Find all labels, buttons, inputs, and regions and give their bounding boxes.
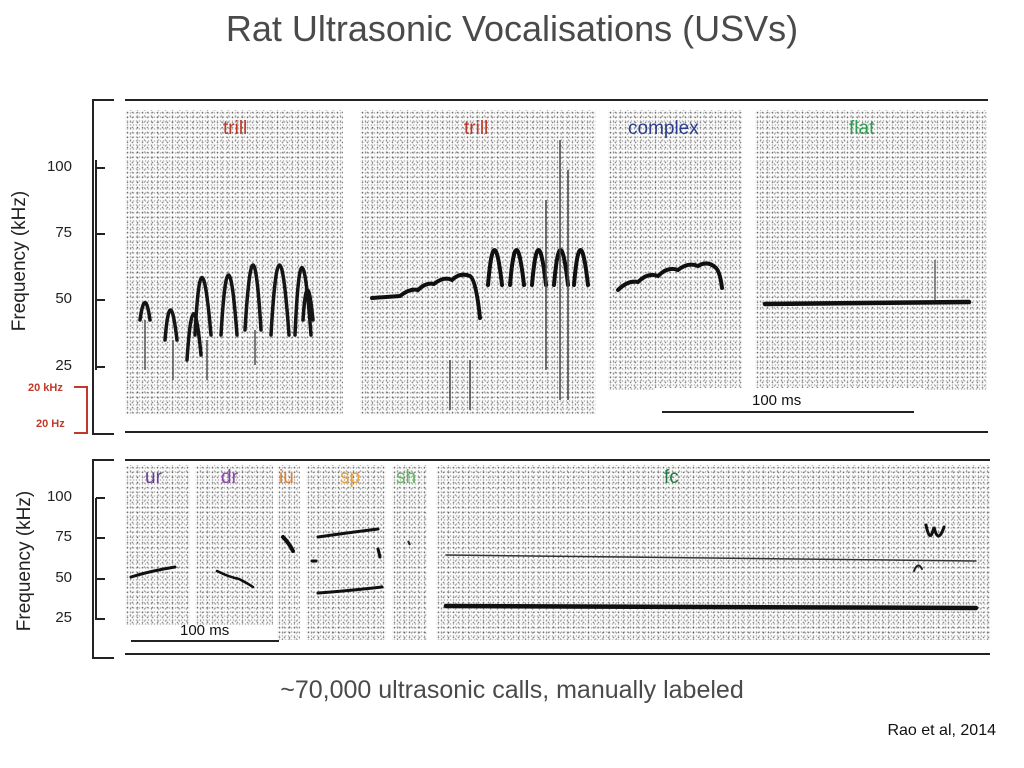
bottom-panel-top-border <box>125 459 990 461</box>
bottom-scalebar-text: 100 ms <box>180 622 230 639</box>
spectrogram-sh: sh <box>392 465 427 640</box>
spectrogram-complex: complex <box>608 110 742 390</box>
call-label-sh: sh <box>396 467 417 488</box>
bottom-panel-bottom-border <box>125 653 990 655</box>
top-scalebar-box <box>655 388 925 420</box>
top-tick-label: 25 <box>55 357 72 374</box>
bottom-tick-label: 25 <box>55 609 72 626</box>
bottom-tick <box>96 618 105 620</box>
top-scalebar-line <box>662 411 914 413</box>
slide-caption: ~70,000 ultrasonic calls, manually label… <box>280 676 744 704</box>
top-tick-label: 75 <box>55 224 72 241</box>
bottom-tick <box>96 497 105 499</box>
call-label-trill: trill <box>223 118 248 139</box>
spectrogram-ur: ur <box>125 465 190 625</box>
scale-high-label: 20 Hz <box>36 418 65 430</box>
red-scale-bracket <box>74 386 88 434</box>
bottom-tick <box>96 578 105 580</box>
bottom-tick-label: 50 <box>55 569 72 586</box>
spectrogram-flat: flat <box>755 110 987 390</box>
spectrogram-trill-2: trill <box>360 110 596 415</box>
call-label-iu: iu <box>279 467 294 488</box>
top-panel-top-border <box>125 99 988 101</box>
call-label-dr: dr <box>221 467 238 488</box>
citation: Rao et al, 2014 <box>887 722 996 739</box>
top-tick <box>96 167 105 169</box>
bottom-tick <box>96 537 105 539</box>
call-label-complex: complex <box>628 118 699 139</box>
bottom-panel-bracket <box>92 459 114 659</box>
top-y-axis-label: Frequency (kHz) <box>9 190 30 332</box>
top-tick <box>96 299 105 301</box>
top-scalebar-text: 100 ms <box>752 392 802 409</box>
call-label-flat: flat <box>849 118 875 139</box>
bottom-scalebar-line <box>131 640 279 642</box>
bottom-tick-label: 100 <box>46 488 72 505</box>
top-panel-bracket <box>92 99 114 435</box>
top-tick <box>96 233 105 235</box>
top-tick <box>96 366 105 368</box>
call-label-fc: fc <box>664 467 679 488</box>
top-y-axis-line <box>95 160 97 370</box>
spectrogram-fc: fc <box>436 465 990 640</box>
call-label-ur: ur <box>145 467 162 488</box>
scale-low-label: 20 kHz <box>28 382 63 394</box>
spectrogram-trill-1: trill <box>125 110 343 415</box>
top-panel-bottom-border <box>125 431 988 433</box>
spectrogram-dr: dr <box>195 465 273 625</box>
slide-title: Rat Ultrasonic Vocalisations (USVs) <box>225 8 799 49</box>
spectrogram-iu: iu <box>277 465 300 640</box>
bottom-y-axis-line <box>95 498 97 620</box>
top-tick-label: 100 <box>46 158 72 175</box>
top-tick-label: 50 <box>55 290 72 307</box>
call-label-trill: trill <box>464 118 489 139</box>
spectrogram-sp: sp <box>306 465 386 640</box>
call-label-sp: sp <box>340 467 361 488</box>
bottom-tick-label: 75 <box>55 528 72 545</box>
